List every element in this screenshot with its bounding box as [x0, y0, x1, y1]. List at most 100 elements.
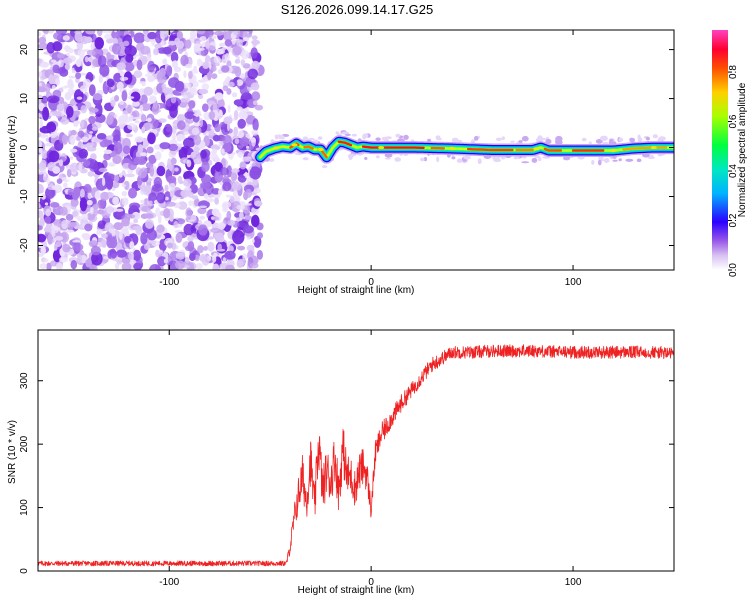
noise-blob	[254, 200, 263, 207]
signal-halo-blob	[423, 157, 427, 162]
signal-halo-blob	[513, 156, 518, 160]
noise-blob	[189, 87, 198, 96]
noise-blob	[180, 189, 190, 198]
noise-blob	[251, 214, 260, 228]
snr-ytick-label-2: 200	[19, 435, 30, 452]
noise-blob	[208, 236, 214, 240]
noise-blob	[140, 185, 146, 192]
noise-blob	[90, 245, 101, 256]
signal-halo-blob	[375, 137, 381, 141]
noise-blob	[203, 245, 208, 251]
noise-blob	[72, 190, 79, 201]
noise-blob	[89, 131, 93, 134]
noise-blob	[98, 167, 108, 173]
noise-blob	[159, 67, 166, 77]
noise-blob	[74, 30, 83, 35]
noise-blob	[180, 54, 189, 67]
noise-blob	[138, 169, 147, 179]
noise-blob	[52, 64, 60, 74]
noise-blob	[183, 147, 194, 156]
signal-halo-blob	[473, 136, 479, 141]
noise-blob	[47, 95, 60, 104]
signal-hotspot-10	[622, 146, 668, 151]
noise-blob	[80, 105, 87, 114]
signal-halo-blob	[268, 158, 275, 162]
noise-blob	[146, 146, 154, 154]
noise-blob	[218, 188, 223, 196]
noise-blob	[236, 217, 241, 222]
noise-blob	[106, 236, 115, 249]
noise-blob	[193, 146, 200, 155]
noise-blob	[199, 181, 211, 190]
noise-blob	[38, 183, 44, 194]
noise-blob	[147, 60, 156, 73]
noise-blob	[85, 258, 92, 268]
noise-blob	[220, 167, 229, 176]
snr-x-label: Height of straight line (km)	[298, 585, 415, 596]
noise-blob	[209, 111, 216, 119]
noise-blob	[223, 30, 234, 42]
noise-blob	[127, 104, 132, 114]
signal-halo-blob	[518, 140, 523, 143]
noise-blob	[106, 52, 111, 59]
noise-blob	[121, 262, 132, 270]
noise-blob	[68, 48, 74, 54]
noise-blob	[149, 264, 161, 270]
noise-blob	[230, 171, 238, 182]
noise-blob	[165, 201, 176, 207]
noise-blob	[45, 186, 56, 199]
noise-blob	[132, 226, 142, 230]
noise-blob	[166, 30, 174, 33]
noise-blob	[157, 214, 162, 224]
noise-blob	[151, 38, 156, 46]
noise-blob	[227, 46, 231, 52]
noise-blob	[129, 241, 135, 250]
noise-blob	[128, 251, 135, 261]
noise-blob	[211, 73, 218, 79]
noise-blob	[239, 161, 247, 170]
noise-blob	[81, 214, 89, 220]
signal-halo-blob	[647, 156, 655, 160]
noise-blob	[60, 86, 68, 89]
noise-blob	[70, 260, 78, 270]
noise-blob	[176, 143, 183, 147]
noise-blob	[174, 167, 179, 172]
noise-blob	[210, 65, 217, 72]
snr-ytick-label-1: 100	[19, 499, 30, 516]
colorbar-label: Normalized spectral amplitude	[737, 82, 748, 217]
noise-blob	[223, 216, 231, 225]
noise-blob	[85, 30, 96, 35]
signal-halo-blob	[344, 133, 351, 136]
noise-blob	[46, 177, 51, 185]
noise-blob	[97, 209, 105, 215]
noise-blob	[234, 59, 241, 64]
noise-blob	[195, 262, 203, 270]
noise-blob	[52, 111, 62, 117]
colorbar: 0.0 0.2 0.4 0.6 0.8 Normalized spectral ampl…	[712, 30, 748, 277]
noise-blob	[80, 119, 85, 129]
noise-blob	[124, 226, 129, 231]
signal-halo-blob	[595, 139, 603, 144]
noise-blob	[133, 54, 141, 57]
noise-blob	[201, 83, 210, 91]
noise-blob	[158, 118, 167, 123]
noise-blob	[170, 96, 177, 104]
noise-blob	[210, 126, 214, 130]
signal-halo-blob	[495, 137, 502, 141]
signal-halo-blob	[420, 157, 425, 162]
noise-blob	[47, 30, 55, 34]
noise-blob	[86, 49, 96, 56]
noise-blob	[207, 241, 215, 252]
noise-blob	[185, 256, 190, 263]
noise-blob	[237, 118, 246, 129]
noise-blob	[97, 220, 107, 229]
noise-blob	[38, 113, 42, 118]
noise-blob	[233, 189, 238, 199]
noise-blob	[133, 116, 142, 120]
noise-blob	[212, 263, 220, 270]
noise-blob	[239, 136, 250, 147]
noise-blob	[91, 126, 98, 131]
noise-blob	[172, 125, 177, 135]
noise-blob	[215, 232, 224, 243]
noise-blob	[210, 227, 221, 233]
